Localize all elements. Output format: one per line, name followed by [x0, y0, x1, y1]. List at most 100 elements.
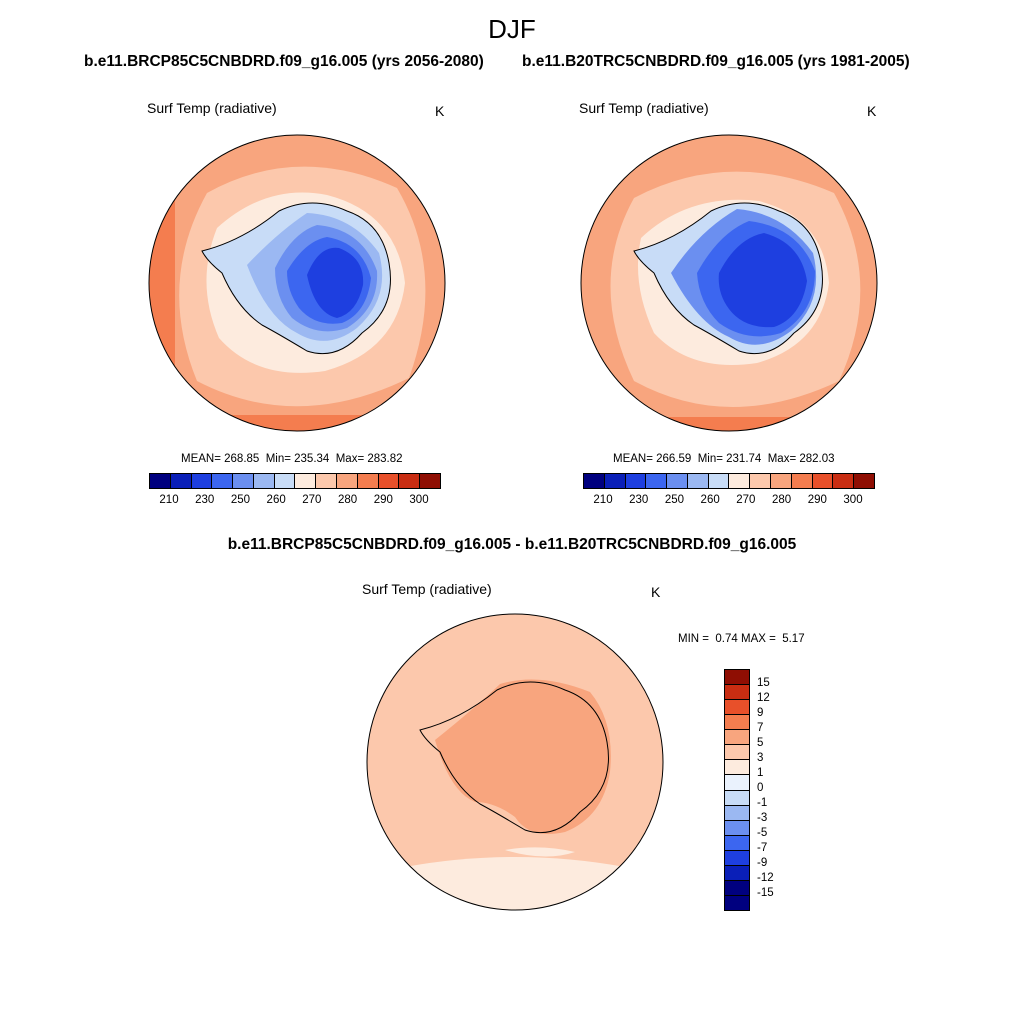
- panel-1-colorbar-swatch: [150, 474, 171, 488]
- panel-2-colorbar-swatch: [604, 474, 626, 488]
- difference-colorbar-swatch: [725, 790, 749, 806]
- panel-2-colorbar-tick: 260: [700, 494, 720, 506]
- difference-colorbar-swatch: [725, 715, 749, 731]
- panel-2-colorbar-ticks: 210 230 250 260 270 280 290 300: [583, 494, 873, 508]
- difference-max-label: MAX =: [740, 633, 776, 645]
- panel-1-colorbar-swatch: [316, 474, 338, 488]
- panel-2-polar-map: [580, 134, 878, 432]
- difference-colorbar-label: -9: [757, 857, 768, 869]
- difference-colorbar-swatch: [725, 775, 749, 791]
- panel-1-colorbar-tick: 300: [409, 494, 429, 506]
- panel-2-case-title: b.e11.B20TRC5CNBDRD.f09_g16.005 (yrs 198…: [522, 53, 910, 70]
- panel-1-colorbar-swatch: [212, 474, 234, 488]
- difference-colorbar-label: 12: [757, 692, 770, 704]
- difference-colorbar-swatch: [725, 670, 749, 686]
- panel-2-coastline: [633, 202, 823, 355]
- panel-2-colorbar-swatch: [625, 474, 647, 488]
- panel-1-coastline: [201, 202, 391, 355]
- panel-2-colorbar-swatch: [667, 474, 688, 488]
- panel-1-colorbar: [149, 473, 441, 489]
- difference-colorbar-swatch: [725, 730, 749, 746]
- difference-colorbar-label: 15: [757, 677, 770, 689]
- difference-colorbar-swatch: [725, 700, 749, 716]
- panel-1-mean: MEAN= 268.85: [181, 453, 260, 465]
- difference-colorbar: [724, 669, 750, 911]
- panel-2-max: Max= 282.03: [767, 453, 835, 465]
- difference-colorbar-swatch: [725, 865, 749, 881]
- difference-colorbar-label: 7: [757, 722, 764, 734]
- difference-colorbar-label: -12: [757, 872, 774, 884]
- panel-2-colorbar: [583, 473, 875, 489]
- panel-2-colorbar-swatch: [729, 474, 751, 488]
- difference-colorbar-label: -15: [757, 887, 774, 899]
- difference-colorbar-label: 1: [757, 767, 764, 779]
- difference-colorbar-label: -3: [757, 812, 768, 824]
- difference-low-warming-patch: [505, 847, 575, 857]
- panel-2-colorbar-swatch: [854, 474, 874, 488]
- panel-1-warm-south-strip: [187, 415, 407, 431]
- difference-colorbar-label: -5: [757, 827, 768, 839]
- panel-2-ice-core: [718, 233, 807, 328]
- difference-colorbar-label: -1: [757, 797, 768, 809]
- panel-2-colorbar-swatch: [812, 474, 834, 488]
- panel-2-colorbar-tick: 230: [629, 494, 649, 506]
- panel-1-colorbar-tick: 250: [230, 494, 251, 506]
- panel-1-polar-map: [148, 134, 446, 432]
- panel-1-colorbar-swatch: [274, 474, 296, 488]
- difference-coastline: [419, 681, 609, 834]
- panel-1-stats: MEAN= 268.85 Min= 235.34 Max= 283.82: [181, 453, 403, 465]
- panel-2-unit-label: K: [867, 103, 877, 119]
- difference-polar-map: [366, 613, 664, 911]
- difference-antarctica-warming: [435, 679, 611, 835]
- difference-max-value: 5.17: [782, 633, 805, 645]
- panel-1-unit-label: K: [435, 103, 445, 119]
- panel-1-ice-core: [307, 247, 364, 318]
- panel-2-variable-label: Surf Temp (radiative): [579, 100, 709, 116]
- difference-colorbar-swatch: [725, 685, 749, 701]
- panel-2-colorbar-swatch: [750, 474, 772, 488]
- difference-title: b.e11.BRCP85C5CNBDRD.f09_g16.005 - b.e11…: [227, 536, 797, 553]
- panel-1-antarctica: [201, 202, 391, 355]
- panel-2-colorbar-swatch: [771, 474, 792, 488]
- panel-1-colorbar-swatch: [399, 474, 421, 488]
- panel-2-colorbar-swatch: [791, 474, 813, 488]
- panel-1-colorbar-tick: 230: [195, 494, 215, 506]
- panel-2-colorbar-tick: 290: [807, 494, 827, 506]
- difference-colorbar-label: -7: [757, 842, 768, 854]
- panel-2-min: Min= 231.74: [697, 453, 762, 465]
- difference-map-border: [366, 613, 664, 911]
- difference-min-label: MIN =: [678, 633, 709, 645]
- panel-1-colorbar-ticks: 210 230 250 260 270 280 290 300: [149, 494, 439, 508]
- panel-1-colorbar-swatch: [295, 474, 317, 488]
- panel-1-colorbar-tick: 260: [266, 494, 286, 506]
- panel-2-colorbar-tick: 280: [771, 494, 792, 506]
- panel-1-colorbar-swatch: [337, 474, 358, 488]
- difference-colorbar-swatch: [725, 895, 749, 910]
- page-title: DJF: [488, 14, 536, 44]
- difference-colorbar-swatch: [725, 760, 749, 776]
- panel-2-colorbar-swatch: [584, 474, 605, 488]
- difference-colorbar-label: 9: [757, 707, 764, 719]
- panel-1-colorbar-swatch: [420, 474, 440, 488]
- difference-colorbar-swatch: [725, 850, 749, 866]
- panel-1-colorbar-tick: 290: [373, 494, 393, 506]
- difference-stats: MIN = 0.74 MAX = 5.17: [678, 633, 805, 645]
- panel-2-mean: MEAN= 266.59: [613, 453, 692, 465]
- difference-colorbar-swatch: [725, 805, 749, 821]
- difference-colorbar-label: 5: [757, 737, 764, 749]
- panel-1-colorbar-tick: 270: [302, 494, 322, 506]
- panel-1-colorbar-swatch: [357, 474, 379, 488]
- panel-1-max: Max= 283.82: [335, 453, 403, 465]
- panel-1-colorbar-swatch: [170, 474, 192, 488]
- panel-1-case-title: b.e11.BRCP85C5CNBDRD.f09_g16.005 (yrs 20…: [84, 53, 484, 70]
- difference-low-warming-south: [395, 857, 635, 910]
- difference-colorbar-swatch: [725, 880, 749, 896]
- panel-1-colorbar-swatch: [378, 474, 400, 488]
- difference-min-value: 0.74: [715, 633, 738, 645]
- panel-2-colorbar-swatch: [687, 474, 709, 488]
- panel-2-colorbar-swatch: [833, 474, 855, 488]
- panel-1-colorbar-swatch: [191, 474, 213, 488]
- difference-unit-label: K: [651, 584, 661, 600]
- panel-1-min: Min= 235.34: [265, 453, 330, 465]
- difference-colorbar-swatch: [725, 820, 749, 836]
